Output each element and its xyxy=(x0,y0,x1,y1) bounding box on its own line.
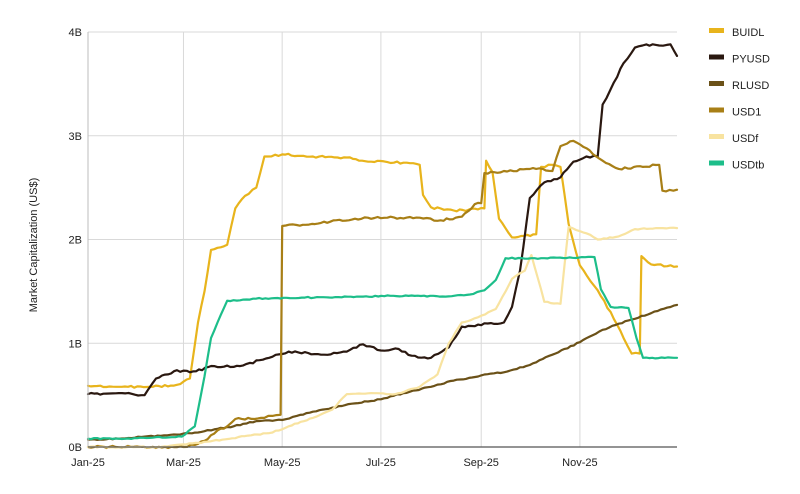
series-line-pyusd xyxy=(86,43,679,397)
x-tick-label: Jan-25 xyxy=(71,457,105,469)
legend-label-rlusd: RLUSD xyxy=(732,80,769,92)
y-tick-label: 4B xyxy=(69,27,82,39)
y-tick-label: 2B xyxy=(69,235,82,247)
axes: 0B 1B 2B 3B 4B Jan-25 Mar-25 May-25 Jul-25 Sep-25… xyxy=(69,27,677,469)
x-tick-label: Nov-25 xyxy=(562,457,597,469)
legend-swatch-usdtb xyxy=(709,160,724,166)
legend-label-usdtb: USDtb xyxy=(732,160,764,172)
legend-swatch-pyusd xyxy=(709,54,724,60)
y-tick-label: 1B xyxy=(69,338,82,350)
y-axis-label: Market Capitalization (US$) xyxy=(28,178,40,313)
legend: BUIDL PYUSD RLUSD USD1 USDf USDtb xyxy=(709,27,770,172)
x-tick-label: Mar-25 xyxy=(166,457,201,469)
series-line-rlusd xyxy=(86,303,679,441)
y-tick-label: 0B xyxy=(69,442,82,454)
series-line-usdtb xyxy=(86,255,679,441)
legend-label-usdf: USDf xyxy=(732,133,759,145)
legend-label-buidl: BUIDL xyxy=(732,27,764,39)
y-tick-label: 3B xyxy=(69,131,82,143)
legend-swatch-rlusd xyxy=(709,81,724,86)
legend-swatch-usd1 xyxy=(709,107,724,113)
series-line-buidl xyxy=(86,152,679,389)
x-tick-label: Jul-25 xyxy=(366,457,396,469)
series-line-usd1 xyxy=(86,139,679,450)
series-line-usdf xyxy=(86,225,679,449)
legend-label-pyusd: PYUSD xyxy=(732,54,770,66)
legend-label-usd1: USD1 xyxy=(732,107,761,119)
legend-swatch-usdf xyxy=(709,134,724,139)
legend-swatch-buidl xyxy=(709,28,724,33)
x-tick-label: Sep-25 xyxy=(463,457,498,469)
x-tick-label: May-25 xyxy=(264,457,301,469)
series-lines xyxy=(86,43,679,450)
